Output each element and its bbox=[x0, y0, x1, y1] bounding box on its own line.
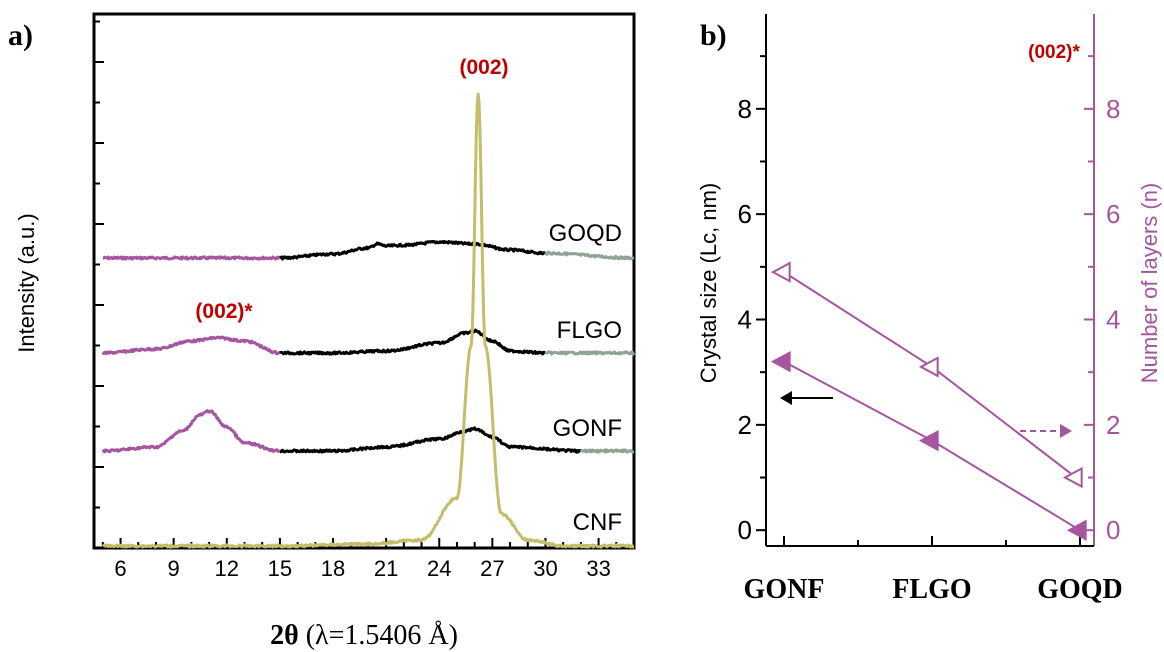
panel-b-category-labels: GONF FLGO GOQD bbox=[744, 574, 1123, 605]
series-left-point-2 bbox=[1066, 519, 1087, 541]
right-y-tick-label: 0 bbox=[1106, 515, 1120, 545]
left-y-tick-label: 4 bbox=[738, 305, 752, 335]
left-y-tick-label: 8 bbox=[738, 94, 752, 124]
panel-a-ylabel: Intensity (a.u.) bbox=[14, 213, 39, 352]
x-tick-label: 21 bbox=[374, 556, 398, 581]
panel-b-label: b) bbox=[700, 19, 727, 52]
x-tick-label: 12 bbox=[215, 556, 239, 581]
curve-label-gonf: GONF bbox=[553, 415, 622, 442]
right-y-tick-label: 2 bbox=[1106, 410, 1120, 440]
x-tick-label: 15 bbox=[268, 556, 292, 581]
series-goqd-segment-2 bbox=[544, 250, 635, 261]
panel-b: b) 0 2 4 6 8 0 2 4 6 8 GONF FLGO GOQD Crystal size… bbox=[696, 14, 1162, 605]
left-axis-arrow-icon bbox=[780, 391, 833, 405]
panel-a-curves bbox=[101, 92, 636, 549]
panel-a-xlabel-rest: (λ=1.5406 Å) bbox=[299, 620, 458, 651]
panel-b-ylabel-right: Number of layers (n) bbox=[1137, 183, 1162, 384]
annotation-002: (002) bbox=[459, 56, 508, 79]
panel-a-xlabel: 2θ (λ=1.5406 Å) bbox=[270, 620, 458, 651]
series-flgo-segment-1 bbox=[279, 328, 547, 356]
panel-a-ticks bbox=[94, 20, 618, 549]
series-left-point-1 bbox=[918, 429, 939, 452]
series-goqd-segment-1 bbox=[279, 239, 547, 261]
panel-a: a) Intensity (a.u.) 6 9 12 15 18 21 24 27 30 33 2… bbox=[8, 12, 636, 651]
series-cnf-segment-0 bbox=[101, 92, 635, 549]
right-y-tick-label: 8 bbox=[1106, 94, 1120, 124]
category-label-goqd: GOQD bbox=[1037, 574, 1123, 605]
series-right-line bbox=[783, 271, 1077, 479]
right-axis-arrow-icon bbox=[1020, 424, 1072, 438]
curve-label-cnf: CNF bbox=[573, 509, 622, 536]
panel-a-frame bbox=[92, 12, 636, 550]
panel-b-left-tick-labels: 0 2 4 6 8 bbox=[738, 94, 752, 545]
series-gonf-segment-1 bbox=[279, 426, 582, 454]
series-right-point-0 bbox=[770, 261, 791, 283]
left-y-tick-label: 0 bbox=[738, 515, 752, 545]
x-tick-label: 33 bbox=[586, 556, 610, 581]
panel-b-right-tick-labels: 0 2 4 6 8 bbox=[1106, 94, 1120, 545]
annotation-002-star: (002)* bbox=[195, 300, 253, 323]
panel-a-x-tick-labels: 6 9 12 15 18 21 24 27 30 33 bbox=[114, 556, 610, 581]
category-label-gonf: GONF bbox=[744, 574, 825, 605]
series-gonf-segment-0 bbox=[101, 409, 281, 454]
left-y-tick-label: 2 bbox=[738, 410, 752, 440]
panel-a-label: a) bbox=[8, 19, 33, 52]
panel-b-annotation: (002)* bbox=[1028, 42, 1080, 63]
category-label-flgo: FLGO bbox=[892, 574, 971, 605]
x-tick-label: 27 bbox=[480, 556, 504, 581]
right-y-tick-label: 6 bbox=[1106, 199, 1120, 229]
series-right-point-1 bbox=[918, 356, 939, 378]
series-gonf-segment-2 bbox=[579, 448, 635, 454]
x-tick-label: 30 bbox=[533, 556, 557, 581]
x-tick-label: 6 bbox=[114, 556, 126, 581]
right-y-tick-label: 4 bbox=[1106, 305, 1120, 335]
panel-a-xlabel-main: 2θ bbox=[270, 620, 299, 651]
panel-b-series bbox=[770, 261, 1087, 541]
series-right-point-2 bbox=[1062, 466, 1083, 489]
series-flgo-segment-0 bbox=[101, 335, 281, 356]
series-left-point-0 bbox=[770, 350, 791, 373]
left-y-tick-label: 6 bbox=[738, 199, 752, 229]
x-tick-label: 18 bbox=[321, 556, 345, 581]
series-flgo-segment-2 bbox=[544, 350, 636, 356]
x-tick-label: 24 bbox=[427, 556, 451, 581]
panel-b-ticks bbox=[756, 55, 1094, 546]
series-goqd-segment-0 bbox=[102, 255, 281, 261]
curve-label-flgo: FLGO bbox=[557, 317, 622, 344]
panel-b-ylabel-left: Crystal size (Lc, nm) bbox=[696, 183, 721, 383]
x-tick-label: 9 bbox=[168, 556, 180, 581]
curve-label-goqd: GOQD bbox=[549, 220, 622, 247]
